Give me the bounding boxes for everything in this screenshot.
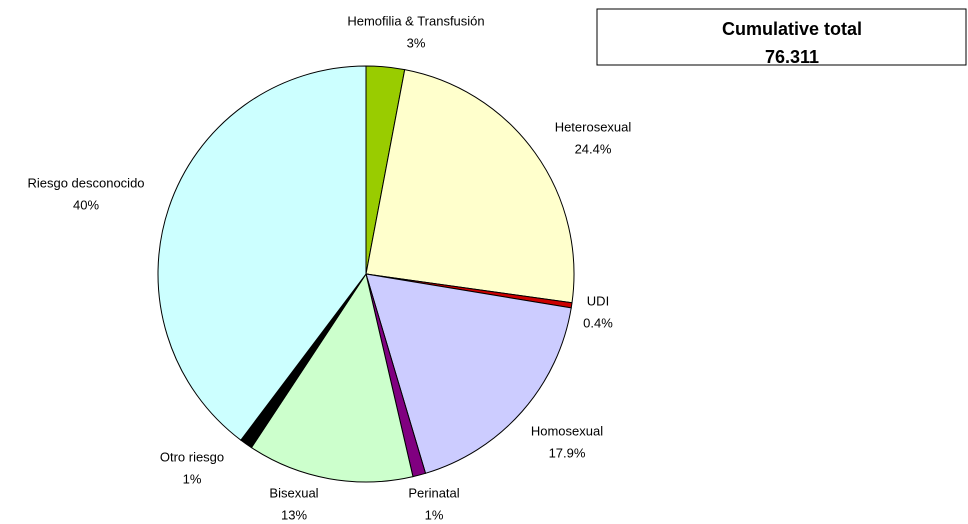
slice-label: UDI [587,293,609,308]
slice-value-label: 3% [407,35,426,50]
pie [157,65,575,483]
pie-slice [250,272,414,483]
slice-label: Heterosexual [555,119,632,134]
pie-slice [365,273,572,474]
slice-label: Riesgo desconocido [27,175,144,190]
slice-label: Otro riesgo [160,449,224,464]
total-box [596,8,967,66]
slice-label: Perinatal [408,485,459,500]
pie-slice [157,65,367,441]
slice-label: Bisexual [269,485,318,500]
total-value: 76.311 [765,47,819,67]
slice-value-label: 1% [425,507,444,522]
total-title: Cumulative total [722,19,862,39]
slice-value-label: 24.4% [575,141,612,156]
slice-value-label: 13% [281,507,307,522]
slice-value-label: 0.4% [583,315,613,330]
labels: Hemofilia & Transfusión 3% Heterosexual 24.… [27,13,631,522]
slice-label: Homosexual [531,423,603,438]
slice-value-label: 40% [73,197,99,212]
slice-value-label: 1% [183,471,202,486]
slice-value-label: 17.9% [549,445,586,460]
pie-slice [365,69,575,304]
slice-label: Hemofilia & Transfusión [347,13,484,28]
